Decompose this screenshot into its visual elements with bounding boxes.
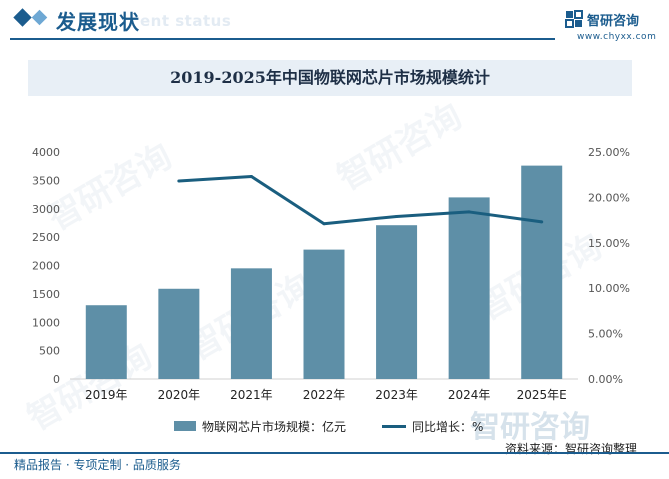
footer-divider [0,452,669,454]
x-tick-label: 2019年 [85,388,128,402]
chart-area: 0 500 1000 1500 2000 2500 3000 3500 4000 0.00% 5.0… [32,146,630,402]
header: ent status 发展现状 智研咨询 www.chyxx.com [0,0,669,44]
y-left-tick-label: 2500 [32,231,60,244]
diamond-icon [13,8,32,27]
brand-url: www.chyxx.com [577,32,657,42]
footer-text: 精品报告 · 专项定制 · 品质服务 [14,458,181,472]
growth-point [177,179,181,183]
y-left-tick-label: 500 [39,345,60,358]
x-tick-label: 2024年 [448,388,491,402]
x-tick-label: 2023年 [375,388,418,402]
y-left-tick-label: 4000 [32,146,60,159]
diamond-icon [31,9,48,26]
brand-name: 智研咨询 [587,14,640,29]
bar [448,197,490,379]
header-subtitle: ent status [140,12,232,30]
chart-title-band: 2019-2025年中国物联网芯片市场规模统计 [28,60,632,96]
watermark-logo: 智研咨询 [470,410,590,445]
bar [158,288,200,379]
growth-point [249,175,253,179]
bar [376,225,418,379]
y-right-tick-label: 20.00% [588,191,630,204]
growth-point [322,222,326,226]
x-tick-label: 2022年 [303,388,346,402]
legend-bar-label: 物联网芯片市场规模：亿元 [202,420,347,434]
y-right-tick-label: 15.00% [588,237,630,250]
chart-title: 2019-2025年中国物联网芯片市场规模统计 [170,68,490,87]
bar [230,268,272,379]
y-right-tick-label: 10.00% [588,282,630,295]
y-left-tick-label: 3500 [32,174,60,187]
header-title: 发展现状 [56,10,140,34]
bar [521,165,563,379]
legend-line-label: 同比增长：% [412,420,484,434]
growth-point [467,210,471,214]
growth-line [178,175,542,226]
legend-line-swatch [382,425,406,428]
bar [303,249,345,379]
growth-point [395,214,399,218]
bar [85,305,127,379]
x-tick-label: 2020年 [158,388,201,402]
x-tick-label: 2021年 [230,388,273,402]
header-divider [10,38,555,40]
y-left-tick-label: 3000 [32,203,60,216]
y-left-tick-label: 2000 [32,260,60,273]
y-left-tick-label: 1500 [32,288,60,301]
y-right-tick-label: 25.00% [588,146,630,159]
brand-logo: 智研咨询 www.chyxx.com [565,8,665,44]
y-left-tick-label: 1000 [32,316,60,329]
x-tick-label: 2025年E [517,388,567,402]
legend-bar-swatch [174,421,196,431]
y-left-tick-label: 0 [53,373,60,386]
brand-icon [565,10,583,28]
y-right-tick-label: 5.00% [588,328,623,341]
growth-point [540,220,544,224]
source-note: 资料来源：智研咨询整理 [505,442,638,456]
y-right-tick-label: 0.00% [588,373,623,386]
